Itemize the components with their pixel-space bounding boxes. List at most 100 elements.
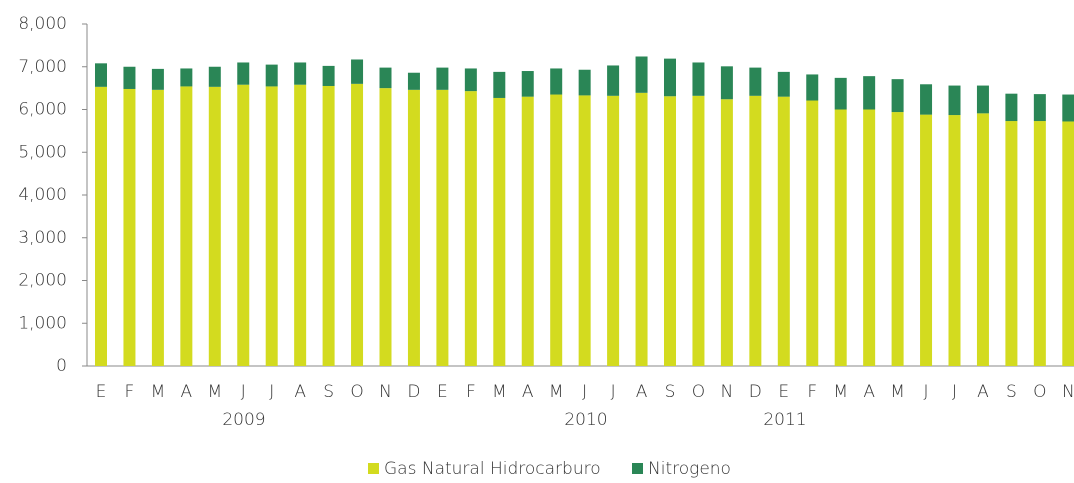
x-tick-label: M [207, 382, 222, 402]
x-tick-label: S [665, 382, 676, 402]
y-tick-label: 4,000 [18, 185, 67, 205]
x-tick-label: J [269, 382, 274, 402]
bar-segment [237, 62, 250, 85]
bar-segment [351, 83, 364, 366]
bar-segment [95, 63, 107, 87]
x-tick-label: A [181, 382, 193, 402]
bar-segment [635, 56, 648, 93]
bar-segment [607, 65, 620, 96]
bar-segment [891, 112, 904, 366]
bar-segment [436, 89, 449, 367]
bar-segment [151, 68, 164, 90]
bar-segment [948, 85, 961, 116]
bar-segment [265, 86, 278, 366]
x-tick-label: J [924, 382, 929, 402]
y-tick-label: 5,000 [18, 142, 67, 162]
bar-segment [265, 64, 278, 87]
bar-segment [407, 89, 420, 367]
x-tick-label: F [466, 382, 476, 402]
x-tick-label: M [890, 382, 905, 402]
x-tick-label: A [294, 382, 306, 402]
bar-segment [920, 114, 933, 366]
bar-segment [180, 86, 193, 366]
x-tick-label: S [1006, 382, 1017, 402]
y-tick-label: 1,000 [18, 313, 67, 333]
y-tick-label: 6,000 [18, 100, 67, 120]
bar-segment [834, 109, 847, 366]
bar-segment [237, 84, 250, 366]
x-tick-label: O [692, 382, 705, 402]
bar-segment [834, 77, 847, 110]
bar-segment [863, 76, 876, 110]
bar-segment [692, 62, 705, 96]
bar-segment [635, 92, 648, 366]
bar-segment [521, 71, 534, 97]
year-label: 2009 [222, 410, 265, 430]
bar-segment [607, 95, 620, 366]
bar-segment [720, 99, 733, 367]
bar-segment [208, 86, 221, 366]
bar-segment [436, 67, 449, 90]
x-tick-label: N [1062, 382, 1074, 402]
bar-segment [777, 96, 790, 367]
bar-segment [123, 66, 136, 89]
bar-segment [151, 89, 164, 367]
bar-segment [550, 94, 563, 366]
legend-label: Gas Natural Hidrocarburo [384, 459, 601, 479]
bar-segment [806, 74, 819, 101]
legend-label: Nitrogeno [648, 459, 731, 479]
x-tick-label: D [407, 382, 420, 402]
bar-segment [464, 91, 477, 367]
bar-segment [180, 68, 193, 87]
bar-segment [749, 67, 762, 96]
bar-segment [1033, 121, 1046, 366]
bar-segment [720, 66, 733, 100]
x-tick-label: E [96, 382, 107, 402]
bar-segment [379, 67, 392, 89]
bar-segment [208, 66, 221, 87]
year-label: 2010 [564, 410, 607, 430]
x-tick-label: E [437, 382, 448, 402]
bar-segment [777, 71, 790, 97]
y-tick-label: 8,000 [18, 14, 67, 34]
x-tick-label: M [549, 382, 564, 402]
bar-segment [351, 59, 364, 84]
x-tick-label: J [952, 382, 957, 402]
bar-segment [578, 95, 591, 366]
x-tick-label: A [522, 382, 534, 402]
x-tick-label: N [379, 382, 392, 402]
bar-segment [464, 68, 477, 92]
bar-segment [578, 69, 591, 96]
bar-segment [1033, 94, 1046, 122]
bar-segment [322, 65, 335, 86]
bar-segment [407, 72, 420, 90]
x-tick-label: A [636, 382, 648, 402]
x-tick-label: A [977, 382, 989, 402]
legend-swatch [368, 463, 379, 474]
bar-segment [891, 79, 904, 113]
x-tick-label: E [778, 382, 789, 402]
y-tick-label: 3,000 [18, 228, 67, 248]
x-tick-label: M [151, 382, 166, 402]
x-tick-label: N [721, 382, 734, 402]
x-tick-label: J [241, 382, 246, 402]
x-tick-label: O [1033, 382, 1046, 402]
bar-segment [976, 113, 989, 366]
x-tick-label: F [125, 382, 135, 402]
bar-segment [322, 85, 335, 367]
year-label: 2011 [763, 410, 806, 430]
bar-segment [976, 85, 989, 114]
bar-segment [95, 86, 107, 366]
x-tick-label: F [807, 382, 817, 402]
bar-segment [379, 88, 392, 366]
bar-segment [1005, 93, 1018, 122]
x-tick-label: D [749, 382, 762, 402]
x-tick-label: M [833, 382, 848, 402]
x-tick-label: M [492, 382, 507, 402]
bar-segment [948, 115, 961, 367]
bar-segment [1005, 121, 1018, 366]
bar-segment [664, 58, 676, 97]
bar-segment [863, 109, 876, 366]
y-tick-label: 2,000 [18, 271, 67, 291]
